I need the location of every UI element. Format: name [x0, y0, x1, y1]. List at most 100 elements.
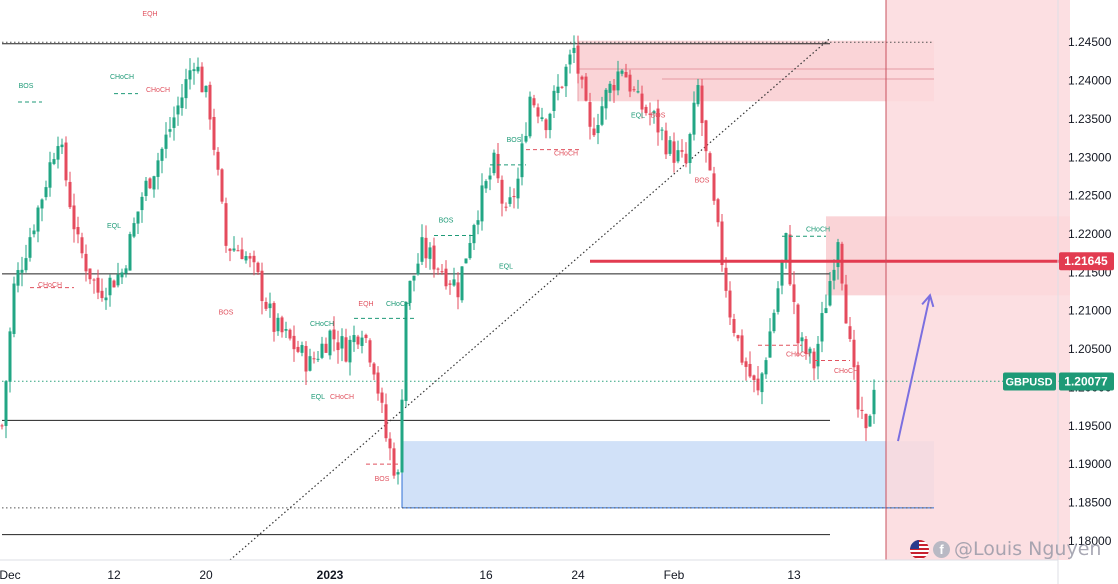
- candle-body: [840, 243, 844, 284]
- candle-body: [340, 336, 344, 349]
- price-tick-1.18500: 1.18500: [1068, 495, 1112, 509]
- candle-body: [844, 284, 848, 324]
- time-tick-dec: Dec: [0, 568, 21, 582]
- candle-body: [444, 268, 448, 287]
- candle-body: [116, 274, 120, 286]
- candle-body: [264, 301, 268, 309]
- candle-body: [724, 267, 728, 291]
- candle-body: [864, 413, 868, 429]
- candle-body: [92, 279, 96, 281]
- demand-zone: [402, 441, 934, 508]
- candle-body: [588, 102, 592, 127]
- candle-body: [620, 70, 624, 74]
- candle-body: [316, 358, 320, 360]
- candle-body: [788, 234, 792, 285]
- candle-body: [212, 116, 216, 150]
- candle-body: [188, 70, 192, 80]
- candle-body: [396, 472, 400, 475]
- candle-body: [732, 319, 736, 333]
- candle-body: [204, 85, 208, 93]
- candle-body: [216, 151, 220, 170]
- candle-body: [72, 205, 76, 230]
- candle-body: [520, 143, 524, 178]
- candle-body: [100, 290, 104, 299]
- candle-body: [320, 343, 324, 358]
- structure-label-eql-14: EQL: [499, 263, 513, 270]
- time-tick-24: 24: [571, 568, 585, 582]
- candle-body: [288, 329, 292, 339]
- structure-label-choch-20: CHoCH: [806, 227, 830, 234]
- candle-body: [60, 144, 64, 148]
- candle-body: [672, 141, 676, 163]
- candle-body: [860, 409, 864, 412]
- candle-body: [512, 196, 516, 198]
- structure-label-bos-6: BOS: [219, 310, 234, 317]
- candle-body: [596, 124, 600, 134]
- structure-label-bos-12: BOS: [375, 476, 390, 483]
- candle-body: [284, 329, 288, 331]
- candle-body: [40, 199, 44, 209]
- candle-body: [748, 363, 752, 377]
- current-price-badge: [1059, 372, 1114, 391]
- candle-body: [728, 290, 732, 318]
- candles: [0, 35, 876, 485]
- candle-body: [628, 74, 632, 92]
- candle-body: [604, 89, 608, 109]
- candle-body: [664, 130, 668, 155]
- candle-body: [4, 381, 8, 426]
- time-tick-16: 16: [479, 568, 493, 582]
- candle-body: [408, 280, 412, 303]
- structure-label-bos-13: BOS: [439, 217, 454, 224]
- candle-body: [796, 304, 800, 344]
- candle-body: [360, 337, 364, 346]
- candle-body: [828, 281, 832, 306]
- structure-label-bos-18: BOS: [651, 112, 666, 119]
- candle-body: [560, 86, 564, 88]
- candle-body: [312, 358, 316, 360]
- candle-body: [352, 335, 356, 343]
- candle-body: [36, 207, 40, 232]
- candle-body: [572, 47, 576, 53]
- candle-body: [304, 345, 308, 372]
- arrow-head-icon: [921, 293, 935, 308]
- candle-body: [692, 102, 696, 135]
- candle-body: [488, 175, 492, 180]
- candle-body: [752, 375, 756, 380]
- candle-body: [556, 86, 560, 94]
- time-tick-20: 20: [199, 568, 213, 582]
- candle-body: [156, 160, 160, 177]
- price-tick-1.23000: 1.23000: [1068, 150, 1112, 164]
- candle-body: [128, 234, 132, 271]
- candle-body: [132, 223, 136, 237]
- candle-body: [296, 346, 300, 352]
- structure-label-choch-2: CHoCH: [110, 74, 134, 81]
- structure-label-choch-7: CHoCH: [310, 321, 334, 328]
- candle-body: [136, 211, 140, 224]
- candle-body: [508, 197, 512, 204]
- candle-body: [804, 339, 808, 354]
- candle-body: [656, 108, 660, 133]
- candle-body: [708, 153, 712, 171]
- candle-body: [528, 96, 532, 137]
- candle-body: [540, 117, 544, 119]
- candle-body: [24, 258, 28, 271]
- time-tick-12: 12: [107, 568, 121, 582]
- candle-body: [776, 288, 780, 312]
- candle-body: [576, 45, 580, 74]
- candle-body: [368, 340, 372, 363]
- candle-body: [476, 220, 480, 225]
- candle-body: [416, 263, 420, 275]
- candle-body: [428, 247, 432, 259]
- candle-body: [140, 196, 144, 211]
- candle-body: [792, 284, 796, 302]
- candle-body: [336, 342, 340, 351]
- candle-body: [816, 343, 820, 367]
- candle-body: [68, 181, 72, 208]
- candle-body: [580, 76, 584, 80]
- structure-label-choch-11: CHoCH: [330, 394, 354, 401]
- candle-body: [76, 227, 80, 235]
- marked-level-value: 1.21645: [1064, 254, 1108, 268]
- candle-body: [856, 365, 860, 410]
- candle-body: [784, 233, 788, 261]
